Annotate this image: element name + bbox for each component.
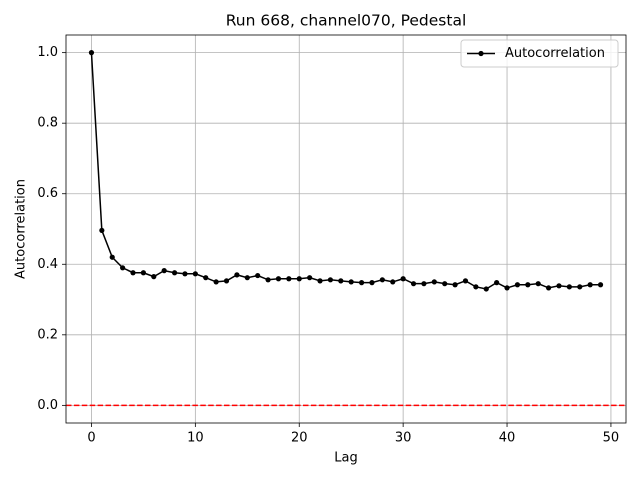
data-point bbox=[99, 227, 105, 234]
data-point bbox=[483, 286, 489, 292]
legend-marker bbox=[478, 50, 484, 57]
data-point bbox=[244, 275, 250, 281]
plot-frame bbox=[65, 34, 627, 424]
data-point bbox=[494, 280, 500, 286]
x-tick-label: 10 bbox=[187, 431, 204, 446]
legend-box bbox=[460, 39, 619, 68]
data-point bbox=[348, 279, 354, 285]
data-point bbox=[514, 282, 521, 288]
data-point bbox=[192, 271, 198, 277]
x-tick-label: 0 bbox=[87, 431, 95, 446]
data-point bbox=[400, 276, 406, 282]
y-tick-label: 0.0 bbox=[37, 398, 58, 413]
data-point bbox=[587, 282, 593, 288]
x-tick-label: 20 bbox=[291, 431, 308, 446]
data-point bbox=[109, 254, 115, 260]
data-point bbox=[577, 284, 583, 290]
x-tick-label: 50 bbox=[603, 431, 620, 446]
data-point bbox=[161, 268, 167, 274]
y-tick-label: 1.0 bbox=[37, 45, 58, 60]
data-point bbox=[545, 285, 552, 291]
data-point bbox=[597, 282, 604, 288]
data-point bbox=[369, 280, 375, 286]
data-point bbox=[255, 272, 261, 279]
data-point bbox=[525, 282, 531, 288]
data-point bbox=[535, 281, 541, 287]
data-point bbox=[410, 281, 417, 287]
data-point bbox=[327, 277, 334, 283]
data-point bbox=[213, 279, 219, 285]
data-point bbox=[151, 274, 157, 280]
data-point bbox=[130, 270, 136, 276]
data-point bbox=[296, 276, 302, 282]
data-point bbox=[473, 284, 479, 290]
x-tick-label: 40 bbox=[499, 431, 516, 446]
data-point bbox=[88, 50, 95, 56]
data-point bbox=[390, 279, 396, 285]
data-point bbox=[120, 265, 126, 271]
y-tick-label: 0.6 bbox=[37, 186, 58, 201]
y-axis-label: Autocorrelation bbox=[14, 179, 29, 279]
data-point bbox=[265, 277, 271, 283]
data-point bbox=[275, 276, 282, 282]
data-point bbox=[452, 282, 458, 288]
y-tick-label: 0.2 bbox=[37, 327, 58, 342]
x-axis-label: Lag bbox=[334, 451, 357, 466]
data-point bbox=[442, 281, 448, 287]
y-tick-label: 0.8 bbox=[37, 116, 58, 131]
data-point bbox=[421, 281, 427, 287]
data-point bbox=[140, 270, 147, 276]
data-point bbox=[566, 284, 572, 290]
x-tick-label: 30 bbox=[395, 431, 412, 446]
chart-title: Run 668, channel070, Pedestal bbox=[226, 12, 467, 30]
data-point bbox=[307, 275, 313, 281]
data-point bbox=[379, 277, 385, 283]
data-point bbox=[171, 270, 178, 276]
y-tick-label: 0.4 bbox=[37, 257, 58, 272]
data-point bbox=[203, 275, 209, 281]
data-point bbox=[286, 276, 292, 282]
data-point bbox=[223, 278, 230, 284]
data-point bbox=[234, 272, 240, 278]
data-point bbox=[556, 283, 562, 289]
data-point bbox=[504, 285, 510, 291]
data-point bbox=[358, 280, 365, 286]
data-point bbox=[462, 278, 469, 284]
data-point bbox=[182, 271, 188, 277]
data-point bbox=[338, 278, 344, 284]
data-point bbox=[317, 278, 323, 284]
data-point bbox=[431, 279, 437, 285]
legend-label: Autocorrelation bbox=[505, 46, 605, 61]
